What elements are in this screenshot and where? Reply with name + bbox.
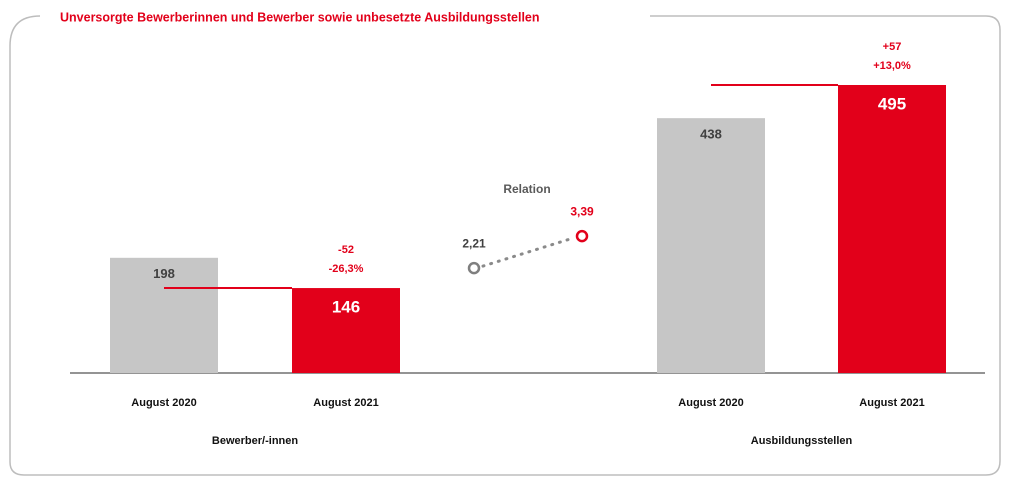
category-label: August 2020 (678, 397, 743, 409)
relation-label: 3,39 (570, 204, 594, 218)
change-label: +13,0% (873, 60, 911, 72)
group-label: Bewerber/-innen (212, 435, 298, 447)
chart-title: Unversorgte Bewerberinnen und Bewerber s… (60, 10, 540, 24)
bar (292, 288, 400, 373)
category-label: August 2020 (131, 397, 196, 409)
value-label: 146 (332, 298, 360, 317)
value-label: 198 (153, 266, 175, 281)
relation-line (481, 236, 575, 268)
category-label: August 2021 (859, 397, 924, 409)
group-label: Ausbildungsstellen (751, 435, 853, 447)
change-label: +57 (883, 41, 902, 53)
bar (838, 85, 946, 373)
change-label: -26,3% (329, 263, 364, 275)
category-label: August 2021 (313, 397, 378, 409)
relation-title: Relation (503, 182, 550, 196)
bar (110, 257, 218, 373)
change-label: -52 (338, 244, 354, 256)
bar (657, 118, 765, 373)
relation-point (575, 229, 589, 243)
frame (9, 15, 1001, 476)
relation-point (467, 261, 481, 275)
value-label: 438 (700, 127, 722, 142)
relation-label: 2,21 (462, 236, 486, 250)
value-label: 495 (878, 94, 906, 113)
